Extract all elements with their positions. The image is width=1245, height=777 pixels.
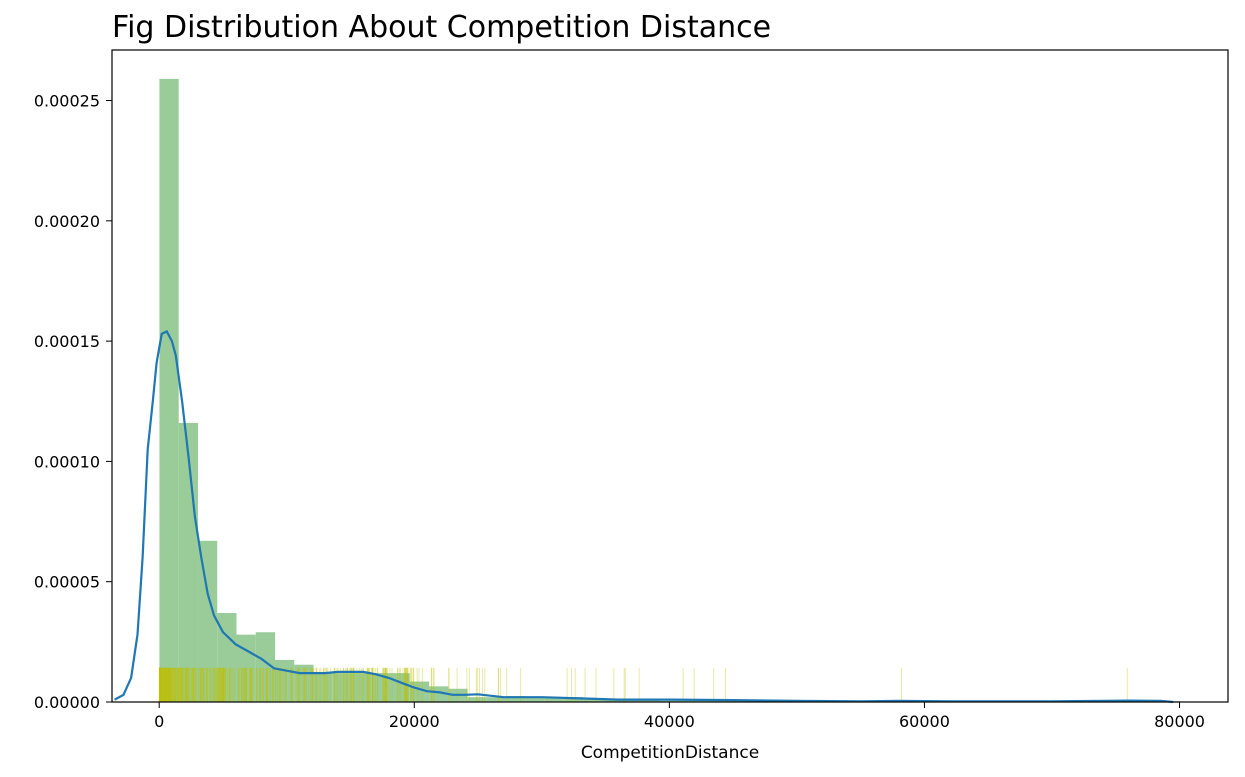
x-tick-label: 0 [154, 712, 164, 731]
histogram-bar [352, 673, 372, 702]
histogram-bar [621, 699, 641, 702]
y-tick-label: 0.00005 [34, 573, 100, 592]
y-tick-label: 0.00020 [34, 212, 100, 231]
histogram-bar [159, 78, 179, 702]
x-tick-label: 20000 [389, 712, 440, 731]
x-axis-title: CompetitionDistance [581, 743, 759, 763]
histogram-bar [602, 699, 622, 702]
x-tick-label: 60000 [899, 712, 950, 731]
histogram-bar [563, 697, 584, 702]
histogram-bar [640, 699, 661, 702]
kde-curve [114, 330, 1174, 704]
histogram-bar [429, 686, 449, 702]
histogram-bar [255, 632, 275, 702]
histogram-bar [737, 700, 757, 702]
histogram-bar [236, 634, 256, 702]
x-tick-label: 40000 [644, 712, 695, 731]
y-tick-label: 0.00010 [34, 452, 100, 471]
y-tick-label: 0.00000 [34, 693, 100, 712]
chart-title: Fig Distribution About Competition Dista… [112, 10, 771, 45]
histogram-bar [506, 695, 526, 702]
y-tick-label: 0.00015 [34, 332, 100, 351]
histogram-bar [217, 612, 237, 702]
histogram-bar [313, 673, 333, 702]
y-axis: 0.00000 0.00005 0.00010 0.00015 0.00020 0.000… [34, 92, 112, 712]
rug-plot [158, 667, 1128, 702]
y-tick-label: 0.00025 [34, 92, 100, 111]
histogram-bar [583, 699, 603, 702]
histogram-bar [698, 700, 718, 702]
plot-frame [111, 49, 1229, 703]
histogram-bar [544, 697, 564, 702]
x-axis: 0 20000 40000 60000 80000 [154, 702, 1205, 731]
histogram-bar [486, 697, 507, 702]
histogram-bar [332, 673, 353, 702]
x-tick-label: 80000 [1154, 712, 1205, 731]
histogram-bar [197, 540, 218, 702]
histogram-bar [525, 697, 545, 702]
kde-line [114, 330, 1174, 704]
histogram-bar [679, 700, 699, 702]
histogram [159, 78, 1181, 702]
histogram-bar [467, 697, 487, 702]
histogram-bar [660, 700, 680, 702]
histogram-bar [371, 673, 391, 702]
